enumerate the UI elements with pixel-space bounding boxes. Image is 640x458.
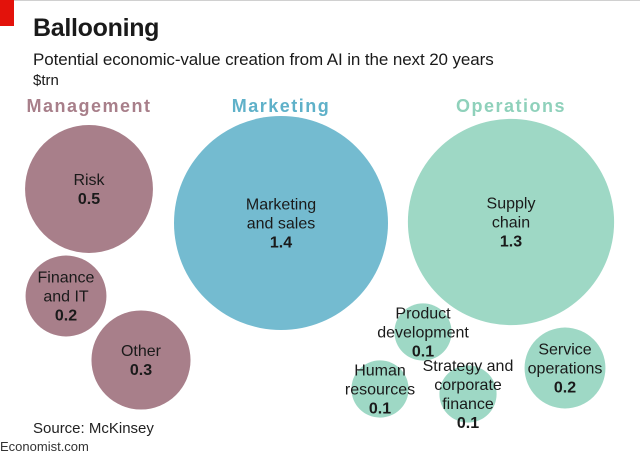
brand-red-tag bbox=[0, 0, 14, 26]
bubble-circle-marketing-and-sales bbox=[174, 116, 388, 330]
bubble-value-risk: 0.5 bbox=[78, 191, 100, 208]
bubble-human-resources: Human resources 0.1 bbox=[345, 360, 415, 418]
bubble-strategy-and-corporate-finance: Strategy and corporate finance 0.1 bbox=[423, 358, 514, 432]
bubble-label-product-development: Product development bbox=[377, 305, 469, 341]
chart-subtitle: Potential economic-value creation from A… bbox=[33, 50, 494, 69]
group-label-management: Management bbox=[26, 96, 151, 116]
bubble-value-finance-and-it: 0.2 bbox=[55, 307, 77, 324]
bubble-label-human-resources: Human resources bbox=[345, 362, 415, 398]
bubble-product-development: Product development 0.1 bbox=[377, 303, 469, 361]
bubble-value-supply-chain: 1.3 bbox=[500, 233, 522, 250]
unit-label: $trn bbox=[33, 72, 59, 89]
bubble-service-operations: Service operations 0.2 bbox=[524, 327, 606, 409]
source-note: Source: McKinsey bbox=[33, 420, 154, 437]
bubble-value-human-resources: 0.1 bbox=[369, 400, 391, 417]
bubble-risk: Risk 0.5 bbox=[25, 125, 153, 253]
bubble-other: Other 0.3 bbox=[91, 310, 191, 410]
bubble-label-strategy-and-corporate-finance: Strategy and corporate finance bbox=[423, 358, 514, 413]
top-rule bbox=[0, 0, 640, 1]
bubble-value-marketing-and-sales: 1.4 bbox=[270, 234, 292, 251]
bubble-label-finance-and-it: Finance and IT bbox=[38, 269, 95, 305]
bubble-label-marketing-and-sales: Marketing and sales bbox=[246, 196, 316, 232]
bubble-value-strategy-and-corporate-finance: 0.1 bbox=[457, 415, 479, 432]
bubble-finance-and-it: Finance and IT 0.2 bbox=[25, 255, 107, 337]
bubble-circle-finance-and-it bbox=[25, 255, 107, 337]
bubble-value-product-development: 0.1 bbox=[412, 343, 434, 360]
group-label-marketing: Marketing bbox=[232, 96, 331, 116]
bubble-label-service-operations: Service operations bbox=[528, 341, 603, 377]
bubble-value-service-operations: 0.2 bbox=[554, 379, 576, 396]
bubble-value-other: 0.3 bbox=[130, 362, 152, 379]
bubble-circle-risk bbox=[25, 125, 153, 253]
brand-footer: Economist.com bbox=[0, 439, 89, 454]
bubble-label-risk: Risk bbox=[73, 172, 105, 189]
bubble-circle-human-resources bbox=[351, 360, 409, 418]
bubble-circle-service-operations bbox=[524, 327, 606, 409]
bubble-label-supply-chain: Supply chain bbox=[487, 195, 536, 231]
group-label-operations: Operations bbox=[456, 96, 566, 116]
bubble-marketing-and-sales: Marketing and sales 1.4 bbox=[174, 116, 388, 330]
chart-title: Ballooning bbox=[33, 14, 160, 42]
bubble-circle-strategy-and-corporate-finance bbox=[439, 365, 497, 423]
bubble-circle-other bbox=[91, 310, 191, 410]
bubble-circle-product-development bbox=[394, 303, 452, 361]
bubble-supply-chain: Supply chain 1.3 bbox=[407, 118, 615, 326]
bubble-circle-supply-chain bbox=[407, 118, 615, 326]
bubble-label-other: Other bbox=[121, 343, 162, 360]
